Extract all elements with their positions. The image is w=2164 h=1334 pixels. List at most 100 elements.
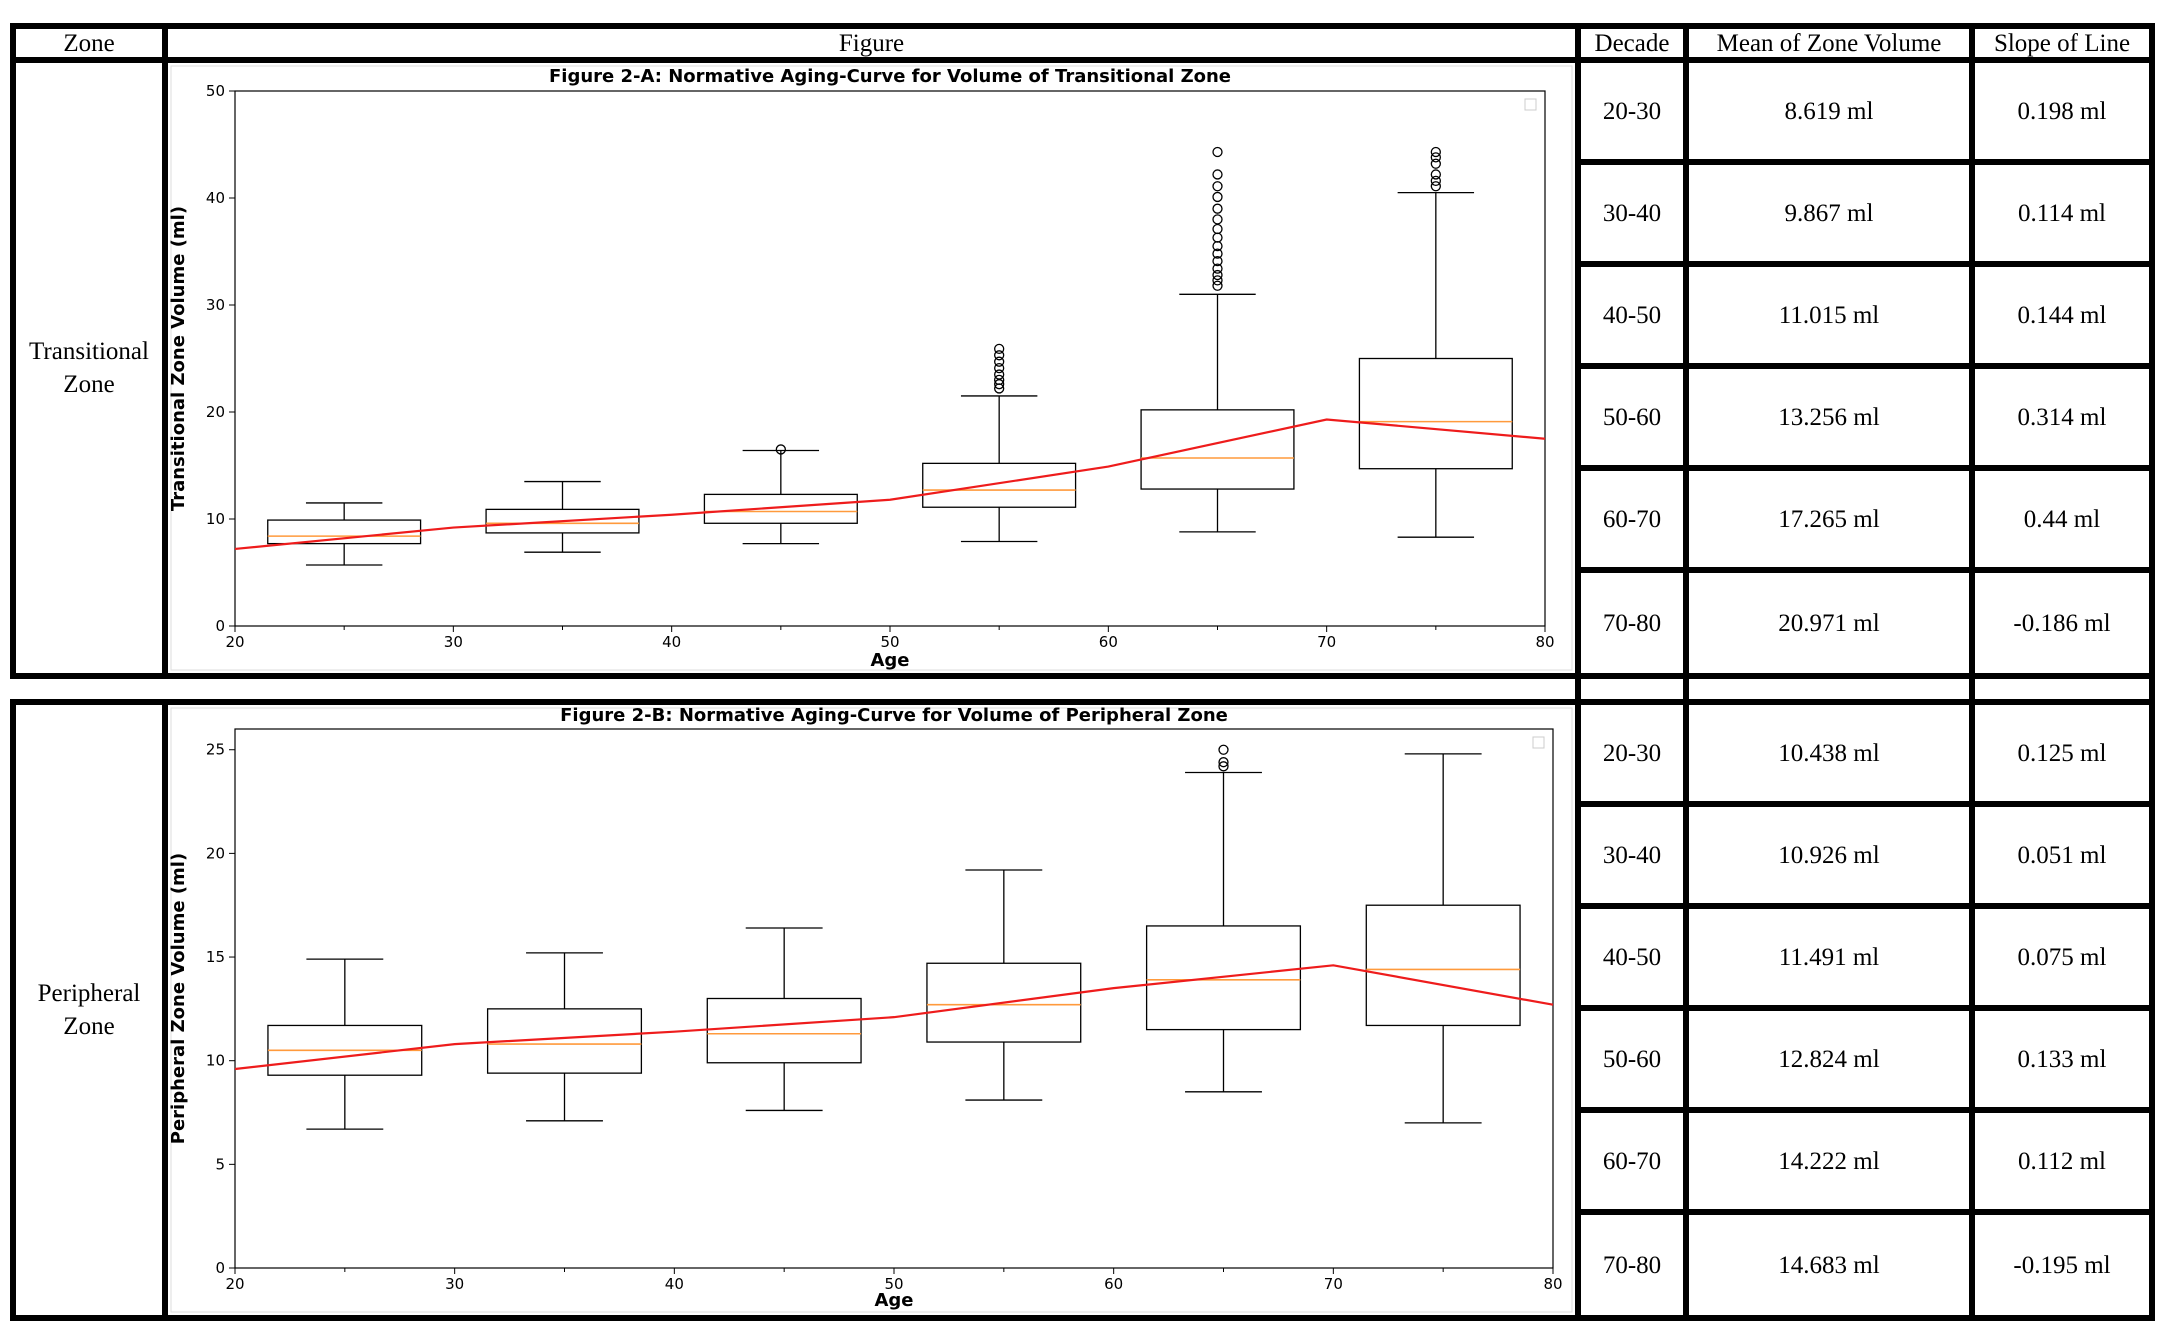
mean-cell: 13.256 ml xyxy=(1683,363,1975,471)
outlier-point xyxy=(1212,248,1223,259)
slope-cell: 0.114 ml xyxy=(1969,159,2155,267)
zone-cell-transitional: Transitional Zone xyxy=(10,57,168,679)
mean-value: 11.491 ml xyxy=(1778,943,1880,971)
decade-cell: 30-40 xyxy=(1575,801,1689,909)
slope-cell: 0.075 ml xyxy=(1969,903,2155,1011)
decade-cell: 50-60 xyxy=(1575,1005,1689,1113)
slope-value: 0.051 ml xyxy=(2017,841,2107,869)
outlier-point xyxy=(1212,203,1223,214)
chart-title: Figure 2-A: Normative Aging-Curve for Vo… xyxy=(549,66,1231,87)
decade-cell: 20-30 xyxy=(1575,57,1689,165)
mean-cell: 14.683 ml xyxy=(1683,1209,1975,1321)
slope-cell: -0.186 ml xyxy=(1969,567,2155,679)
outlier-point xyxy=(1430,146,1441,158)
box-iqr xyxy=(926,962,1082,1043)
box-plot xyxy=(1145,744,1302,1093)
header-mean-label: Mean of Zone Volume xyxy=(1716,29,1942,57)
mean-cell: 20.971 ml xyxy=(1683,567,1975,679)
zone-cell-peripheral: Peripheral Zone xyxy=(10,699,168,1321)
box-plot xyxy=(485,480,640,553)
y-tick-label: 10 xyxy=(206,1052,225,1070)
decade-value: 30-40 xyxy=(1602,841,1662,869)
outlier-point xyxy=(1212,146,1223,158)
outlier-point xyxy=(1218,761,1229,772)
x-tick-label: 60 xyxy=(1104,1275,1123,1293)
decade-value: 60-70 xyxy=(1602,1147,1662,1175)
outlier-point xyxy=(994,350,1005,361)
slope-cell: 0.112 ml xyxy=(1969,1107,2155,1215)
decade-value: 60-70 xyxy=(1602,505,1662,533)
outlier-point xyxy=(994,356,1005,367)
outlier-point xyxy=(1212,263,1223,274)
header-zone-label: Zone xyxy=(63,29,115,57)
y-tick-label: 30 xyxy=(206,296,225,314)
slope-cell: 0.44 ml xyxy=(1969,465,2155,573)
outlier-point xyxy=(1430,152,1441,163)
slope-cell: -0.195 ml xyxy=(1969,1209,2155,1321)
y-tick-label: 0 xyxy=(215,1259,225,1277)
outlier-point xyxy=(1430,169,1441,180)
trend-line xyxy=(234,964,1554,1071)
box-iqr xyxy=(1365,904,1521,1027)
legend-box xyxy=(1524,98,1537,111)
figure-border xyxy=(170,65,1573,671)
box-iqr xyxy=(267,519,422,545)
outlier-point xyxy=(1218,744,1229,755)
y-axis-label: Transitional Zone Volume (ml) xyxy=(168,206,189,511)
box-plot xyxy=(1140,146,1295,533)
y-tick-label: 5 xyxy=(215,1155,225,1173)
outlier-point xyxy=(1212,275,1223,286)
slope-value: 0.44 ml xyxy=(2023,505,2101,533)
x-tick-label: 80 xyxy=(1543,1275,1562,1293)
outlier-point xyxy=(1430,175,1441,187)
outlier-point xyxy=(1212,255,1223,267)
decade-value: 30-40 xyxy=(1602,199,1662,227)
decade-value: 70-80 xyxy=(1602,609,1662,637)
y-tick-label: 20 xyxy=(206,403,225,421)
outlier-point xyxy=(994,362,1005,374)
outlier-point xyxy=(1212,214,1223,225)
zone-label-transitional: Transitional Zone xyxy=(29,338,149,398)
slope-value: 0.198 ml xyxy=(2017,97,2107,125)
decade-cell: 20-30 xyxy=(1575,699,1689,807)
mean-value: 10.926 ml xyxy=(1778,841,1880,869)
slope-value: -0.195 ml xyxy=(2013,1251,2111,1279)
trend-line xyxy=(234,418,1546,551)
decade-cell: 50-60 xyxy=(1575,363,1689,471)
outlier-point xyxy=(1212,181,1223,192)
mean-value: 14.222 ml xyxy=(1778,1147,1880,1175)
box-plot xyxy=(706,927,862,1112)
box-iqr xyxy=(485,508,640,534)
mean-cell: 10.438 ml xyxy=(1683,699,1975,807)
box-iqr xyxy=(486,1008,643,1074)
mean-cell: 17.265 ml xyxy=(1683,465,1975,573)
y-tick-label: 10 xyxy=(206,510,225,528)
box-iqr xyxy=(1145,925,1302,1031)
box-plot xyxy=(486,952,643,1122)
decade-value: 40-50 xyxy=(1602,301,1662,329)
outlier-point xyxy=(1430,181,1441,192)
box-plot xyxy=(1358,146,1513,538)
mean-cell: 11.015 ml xyxy=(1683,261,1975,369)
box-plot xyxy=(267,958,423,1130)
mean-cell: 8.619 ml xyxy=(1683,57,1975,165)
header-slope-label: Slope of Line xyxy=(1993,29,2131,57)
chart-transitional-zone: Figure 2-A: Normative Aging-Curve for Vo… xyxy=(168,65,1573,671)
outlier-point xyxy=(775,444,786,455)
outlier-point xyxy=(1218,757,1229,768)
outlier-point xyxy=(994,374,1005,386)
header-decade-label: Decade xyxy=(1594,29,1670,57)
x-axis-label: Age xyxy=(874,1290,913,1311)
x-tick-label: 30 xyxy=(444,633,463,651)
mean-value: 20.971 ml xyxy=(1778,609,1880,637)
mean-value: 9.867 ml xyxy=(1784,199,1874,227)
x-tick-label: 70 xyxy=(1317,633,1336,651)
mean-cell: 12.824 ml xyxy=(1683,1005,1975,1113)
mean-value: 10.438 ml xyxy=(1778,739,1880,767)
slope-value: 0.114 ml xyxy=(2018,199,2106,227)
y-tick-label: 20 xyxy=(206,844,225,862)
slope-cell: 0.051 ml xyxy=(1969,801,2155,909)
box-plot xyxy=(1365,753,1521,1124)
slope-cell: 0.198 ml xyxy=(1969,57,2155,165)
mean-cell: 14.222 ml xyxy=(1683,1107,1975,1215)
